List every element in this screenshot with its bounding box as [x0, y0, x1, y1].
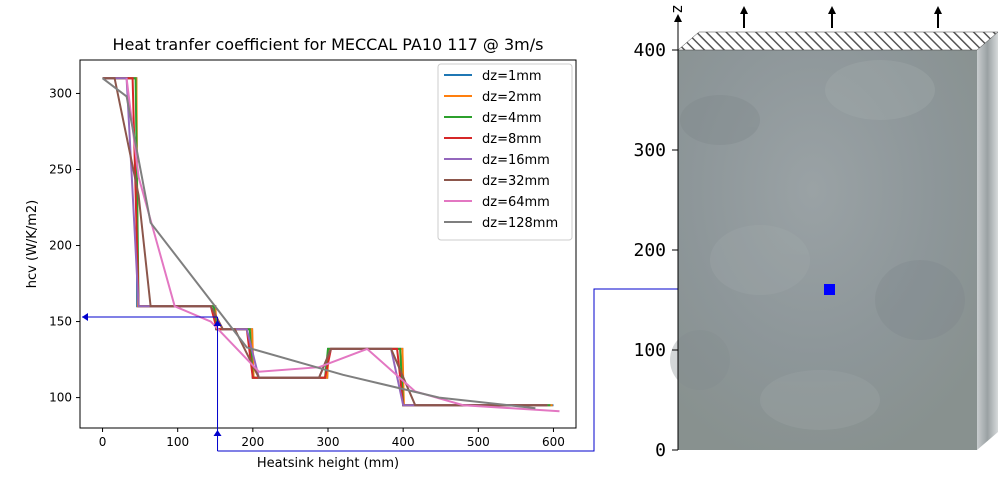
chart-title: Heat tranfer coefficient for MECCAL PA10…	[113, 35, 544, 54]
z-tick-label: 300	[633, 140, 666, 161]
annotation-connector	[217, 288, 678, 452]
y-tick-label: 250	[49, 162, 72, 176]
z-axis-ticks: 0 100 200 300 400	[633, 40, 678, 461]
y-axis: 100 150 200 250 300	[49, 86, 80, 405]
block-texture	[670, 60, 965, 430]
measurement-point-marker	[824, 284, 835, 295]
x-axis-label: Heatsink height (mm)	[257, 456, 399, 471]
legend: dz=1mm dz=2mm dz=4mm dz=8mm dz=16mm dz=32mm dz…	[437, 63, 573, 241]
series-layer	[101, 77, 560, 413]
heatsink-block-figure: z 0 100 200 300 400	[633, 4, 999, 461]
series-line-6	[102, 77, 548, 407]
up-arrow-head	[934, 6, 942, 14]
up-arrow-head	[740, 6, 748, 14]
x-tick-label: 400	[392, 435, 415, 449]
annotation-arrowhead-up-top	[213, 319, 222, 326]
y-tick-label: 200	[49, 239, 72, 253]
annotation-arrowhead-up	[213, 430, 222, 436]
legend-label: dz=16mm	[482, 153, 550, 168]
hcv-chart: Heat tranfer coefficient for MECCAL PA10…	[25, 35, 577, 471]
x-tick-label: 300	[317, 435, 340, 449]
z-axis-arrowhead	[674, 14, 682, 22]
x-tick-label: 200	[241, 435, 264, 449]
up-arrow-head	[828, 6, 836, 14]
top-wall-hatch	[677, 31, 999, 51]
block-front-face	[678, 50, 977, 450]
annotation-arrowhead-left	[82, 312, 88, 321]
y-tick-label: 100	[49, 391, 72, 405]
series-line-5	[102, 77, 548, 407]
legend-label: dz=128mm	[482, 216, 558, 231]
y-axis-label: hcv (W/K/m2)	[25, 200, 40, 288]
z-tick-label: 100	[633, 340, 666, 361]
x-tick-label: 100	[166, 435, 189, 449]
z-tick-label: 200	[633, 240, 666, 261]
legend-label: dz=64mm	[482, 195, 550, 210]
y-tick-label: 300	[49, 86, 72, 100]
x-tick-label: 0	[99, 435, 107, 449]
z-tick-label: 0	[655, 440, 666, 461]
legend-label: dz=2mm	[482, 90, 542, 105]
legend-label: dz=1mm	[482, 69, 542, 84]
z-tick-label: 400	[633, 40, 666, 61]
z-axis-label: z	[669, 4, 688, 14]
legend-label: dz=4mm	[482, 111, 542, 126]
x-tick-label: 500	[467, 435, 490, 449]
block-side-face	[977, 32, 998, 450]
airflow-arrows	[740, 6, 942, 28]
x-tick-label: 600	[542, 435, 565, 449]
y-tick-label: 150	[49, 315, 72, 329]
legend-box	[437, 63, 573, 241]
legend-label: dz=8mm	[482, 132, 542, 147]
legend-label: dz=32mm	[482, 174, 550, 189]
series-line-8	[101, 77, 536, 410]
x-axis: 0 100 200 300 400 500 600	[99, 428, 565, 449]
